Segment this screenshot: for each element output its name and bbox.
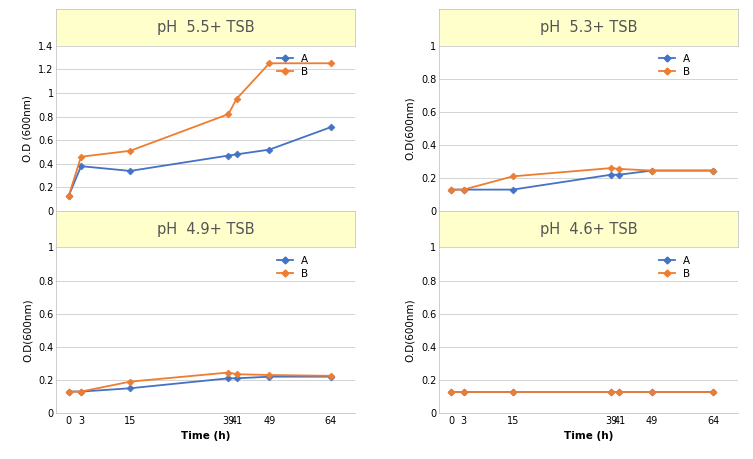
B [447,187,456,192]
B [326,373,335,379]
A [224,153,233,158]
A [224,375,233,381]
Text: pH  4.9+ TSB: pH 4.9+ TSB [157,222,255,237]
B [224,370,233,375]
Line: A: A [66,374,334,394]
A [614,389,623,394]
Y-axis label: O.D(600nm): O.D(600nm) [405,96,416,160]
Text: pH  4.6+ TSB: pH 4.6+ TSB [540,222,637,237]
A [447,187,456,192]
A [232,375,241,381]
Legend: A, B: A, B [660,256,691,279]
B [64,389,73,394]
B [459,389,468,394]
B [459,187,468,192]
Line: A: A [449,389,716,394]
Line: B: B [66,61,334,198]
A [77,389,86,394]
Y-axis label: O.D(600nm): O.D(600nm) [405,298,416,362]
X-axis label: Time (h): Time (h) [564,230,613,240]
B [77,389,86,394]
X-axis label: Time (h): Time (h) [181,431,230,442]
B [232,96,241,101]
B [709,389,718,394]
Y-axis label: O.D (600nm): O.D (600nm) [23,95,33,162]
B [265,372,274,378]
Legend: A, B: A, B [660,54,691,77]
Legend: A, B: A, B [277,256,308,279]
B [614,166,623,172]
B [508,174,517,179]
A [64,389,73,394]
A [459,187,468,192]
B [77,154,86,159]
B [606,165,615,171]
B [709,168,718,174]
Line: A: A [449,168,716,192]
A [508,389,517,394]
B [265,61,274,66]
A [447,389,456,394]
B [606,389,615,394]
A [648,389,657,394]
B [614,389,623,394]
A [64,193,73,198]
B [232,371,241,377]
A [126,386,135,391]
A [326,124,335,130]
B [447,389,456,394]
B [326,61,335,66]
A [709,168,718,174]
A [606,172,615,178]
Line: B: B [66,370,334,394]
Line: B: B [449,166,716,192]
Text: pH  5.5+ TSB: pH 5.5+ TSB [157,20,255,35]
B [224,112,233,117]
A [648,168,657,174]
A [606,389,615,394]
B [126,379,135,384]
X-axis label: Time (h): Time (h) [564,431,613,442]
Legend: A, B: A, B [277,54,308,77]
X-axis label: Time (h): Time (h) [181,230,230,240]
Text: pH  5.3+ TSB: pH 5.3+ TSB [540,20,637,35]
A [614,172,623,178]
A [265,147,274,152]
Line: A: A [66,125,334,198]
A [326,374,335,380]
A [126,168,135,174]
B [64,193,73,198]
A [709,389,718,394]
Line: B: B [449,389,716,394]
A [232,151,241,157]
B [648,389,657,394]
B [648,168,657,174]
B [126,148,135,154]
A [77,163,86,169]
A [265,374,274,380]
A [459,389,468,394]
Y-axis label: O.D(600nm): O.D(600nm) [23,298,33,362]
B [508,389,517,394]
A [508,187,517,192]
